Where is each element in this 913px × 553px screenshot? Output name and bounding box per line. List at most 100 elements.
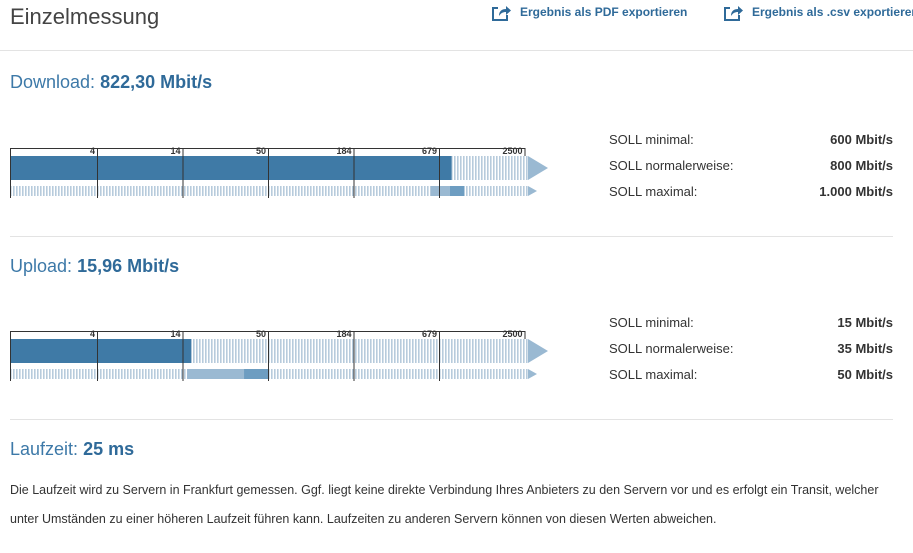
range-stripe: [295, 186, 297, 196]
range-stripe: [157, 369, 159, 379]
range-stripe: [403, 186, 405, 196]
range-stripe: [430, 186, 432, 196]
scale-tick-line: [268, 331, 269, 381]
bar-stripe: [490, 339, 492, 363]
range-stripe: [514, 369, 516, 379]
section-divider: [10, 236, 893, 237]
download-soll-min-label: SOLL minimal:: [609, 132, 694, 147]
download-soll-max-label: SOLL maximal:: [609, 184, 698, 199]
range-stripe: [16, 369, 18, 379]
range-stripe: [346, 186, 348, 196]
range-stripe: [154, 186, 156, 196]
upload-speed-bar: 4 14 50 184 679 2500: [10, 329, 548, 381]
range-stripe: [421, 186, 423, 196]
range-stripe: [283, 186, 285, 196]
bar-stripe: [241, 339, 243, 363]
range-stripe: [232, 186, 234, 196]
range-stripe: [28, 186, 30, 196]
range-stripe: [301, 186, 303, 196]
range-stripe: [409, 369, 411, 379]
bar-stripe: [481, 156, 483, 180]
range-stripe: [292, 369, 294, 379]
range-stripe: [103, 369, 105, 379]
bar-stripe: [424, 339, 426, 363]
bar-stripe: [214, 339, 216, 363]
bar-stripe: [202, 339, 204, 363]
range-stripe: [61, 186, 63, 196]
scale-top-line: [11, 148, 525, 149]
range-stripe: [328, 369, 330, 379]
range-stripe: [385, 369, 387, 379]
range-stripe: [481, 369, 483, 379]
range-stripe: [310, 369, 312, 379]
range-stripe: [517, 369, 519, 379]
range-stripe: [364, 186, 366, 196]
range-stripe: [286, 186, 288, 196]
range-stripe: [334, 369, 336, 379]
range-stripe: [34, 186, 36, 196]
bar-stripe: [397, 339, 399, 363]
range-stripe: [133, 186, 135, 196]
range-stripe: [91, 369, 93, 379]
range-stripe: [466, 186, 468, 196]
range-stripe: [238, 186, 240, 196]
range-stripe: [94, 186, 96, 196]
range-stripe: [184, 369, 186, 379]
export-csv-button[interactable]: Ergebnis als .csv exportieren: [722, 2, 913, 22]
range-stripe: [361, 369, 363, 379]
bar-stripe: [205, 339, 207, 363]
soll-range-normal-max: [449, 186, 465, 196]
bar-stripe: [223, 339, 225, 363]
range-stripe: [148, 369, 150, 379]
range-stripe: [178, 369, 180, 379]
range-stripe: [520, 186, 522, 196]
latency-description: Die Laufzeit wird zu Servern in Frankfur…: [10, 483, 879, 526]
bar-stripe: [343, 339, 345, 363]
range-stripe: [421, 369, 423, 379]
range-stripe: [316, 186, 318, 196]
range-stripe: [397, 186, 399, 196]
range-stripe: [331, 369, 333, 379]
share-export-icon: [724, 6, 743, 21]
range-stripe: [490, 369, 492, 379]
bar-stripe: [298, 339, 300, 363]
range-stripe: [385, 186, 387, 196]
bar-stripe: [226, 339, 228, 363]
range-stripe: [349, 186, 351, 196]
range-stripe: [229, 186, 231, 196]
range-stripe: [463, 369, 465, 379]
bar-stripe: [517, 339, 519, 363]
header-divider: [0, 50, 913, 51]
range-stripe: [292, 186, 294, 196]
range-stripe: [355, 369, 357, 379]
bar-stripe: [196, 339, 198, 363]
range-stripe: [64, 369, 66, 379]
range-stripe: [163, 186, 165, 196]
scale-tick-line: [182, 331, 184, 381]
range-stripe: [235, 186, 237, 196]
range-stripe: [337, 369, 339, 379]
bar-stripe: [454, 339, 456, 363]
range-stripe: [307, 186, 309, 196]
bar-stripe: [364, 339, 366, 363]
bar-stripe: [475, 156, 477, 180]
bar-stripe: [400, 339, 402, 363]
range-stripe: [220, 186, 222, 196]
bar-arrow-icon: [528, 339, 548, 363]
bar-stripe: [448, 339, 450, 363]
bar-stripe: [259, 339, 261, 363]
range-stripe: [256, 186, 258, 196]
range-stripe: [346, 369, 348, 379]
range-stripe: [196, 186, 198, 196]
range-stripe: [31, 186, 33, 196]
bar-stripe: [472, 156, 474, 180]
range-stripe: [43, 369, 45, 379]
export-pdf-button[interactable]: Ergebnis als PDF exportieren: [490, 2, 687, 22]
range-stripe: [397, 369, 399, 379]
range-stripe: [436, 369, 438, 379]
range-stripe: [136, 186, 138, 196]
bar-stripe: [346, 339, 348, 363]
range-stripe: [175, 369, 177, 379]
bar-stripe: [271, 339, 273, 363]
bar-stripe: [307, 339, 309, 363]
